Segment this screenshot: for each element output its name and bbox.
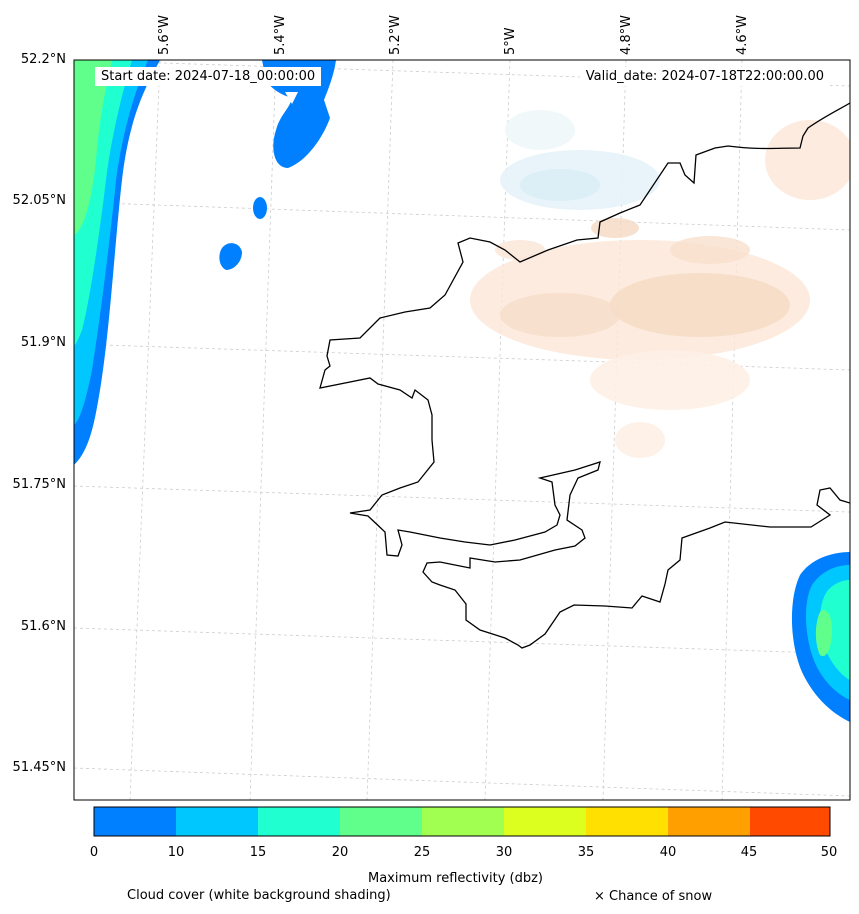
colorbar-tick-50: 50 [820,845,838,860]
lon-label-5w: 5°W [503,27,518,55]
colorbar-tick-35: 35 [577,845,595,860]
snow-legend: × Chance of snow [594,889,713,904]
colorbar-frame [93,806,831,837]
lon-label-5.2w: 5.2°W [388,14,403,55]
map-background [74,60,850,800]
lat-label-51.75n: 51.75°N [12,477,66,492]
map-frame [73,59,851,801]
lat-label-51.9n: 51.9°N [20,335,66,350]
lon-label-5.6w: 5.6°W [157,14,172,55]
start-date-label: Start date: 2024-07-18_00:00:00 [95,67,322,86]
lat-label-51.45n: 51.45°N [12,760,66,775]
lat-label-52.2n: 52.2°N [20,52,66,67]
lon-label-4.6w: 4.6°W [735,14,750,55]
colorbar-label: Maximum reflectivity (dbz) [368,871,543,886]
colorbar-swatch-10-15 [176,807,258,836]
cloud-cover-legend: Cloud cover (white background shading) [127,888,391,903]
colorbar-tick-45: 45 [740,845,758,860]
reflectivity-band-west [74,60,160,465]
cool-haze-region [500,110,660,210]
colorbar-swatch-25-30 [422,807,504,836]
coastline [319,102,850,649]
colorbar-swatch-0-10 [94,807,176,836]
colorbar-tick-30: 30 [495,845,513,860]
lon-label-5.4w: 5.4°W [273,14,288,55]
colorbar-tick-25: 25 [413,845,431,860]
colorbar-tick-10: 10 [167,845,185,860]
lat-label-52.05n: 52.05°N [12,193,66,208]
colorbar [93,806,831,837]
colorbar-tick-40: 40 [659,845,677,860]
reflectivity-cells-north [219,60,336,270]
warm-haze-region [470,120,850,458]
colorbar-tick-20: 20 [331,845,349,860]
colorbar-swatch-15-20 [258,807,340,836]
colorbar-swatch-45-50 [750,807,830,836]
colorbar-swatch-20-25 [340,807,422,836]
colorbar-swatch-40-45 [668,807,750,836]
reflectivity-cell-southeast [791,552,850,722]
colorbar-swatch-30-35 [504,807,586,836]
lat-label-51.6n: 51.6°N [20,619,66,634]
colorbar-tick-15: 15 [249,845,267,860]
valid-date-label: Valid_date: 2024-07-18T22:00:00.00 [579,67,830,86]
colorbar-swatch-35-40 [586,807,668,836]
colorbar-tick-0: 0 [89,845,99,860]
map-panel [74,60,850,800]
lon-label-4.8w: 4.8°W [619,14,634,55]
